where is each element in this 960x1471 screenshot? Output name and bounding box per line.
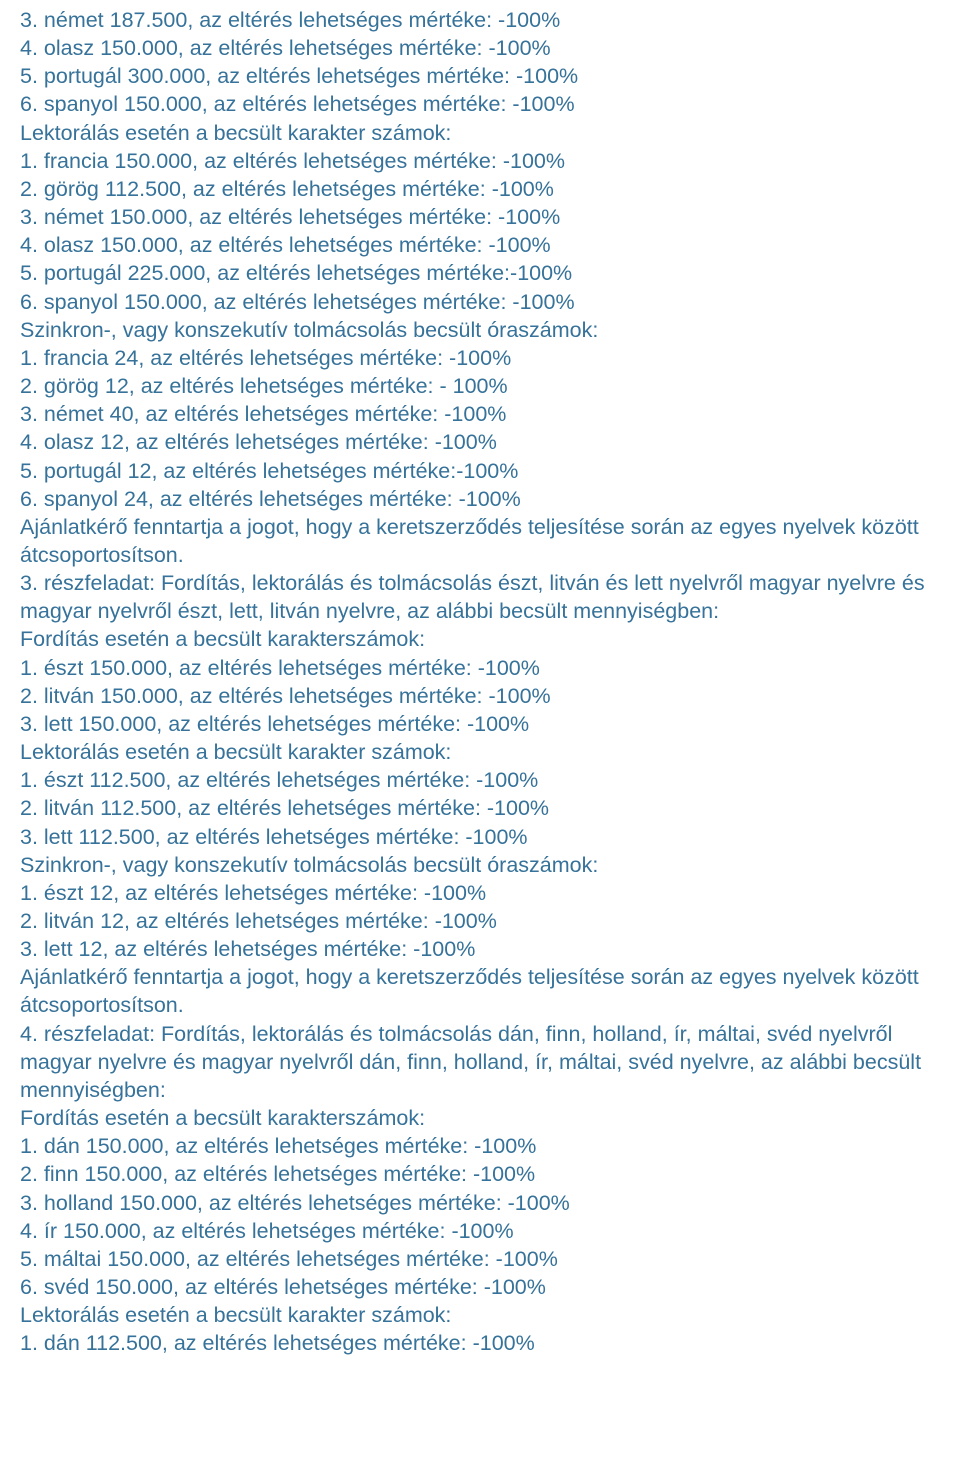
document-body: 3. német 187.500, az eltérés lehetséges … bbox=[20, 6, 940, 1358]
text-line: 4. olasz 150.000, az eltérés lehetséges … bbox=[20, 231, 940, 259]
text-line: 3. lett 12, az eltérés lehetséges mérték… bbox=[20, 935, 940, 963]
text-line: Lektorálás esetén a becsült karakter szá… bbox=[20, 1301, 940, 1329]
text-line: Lektorálás esetén a becsült karakter szá… bbox=[20, 738, 940, 766]
text-line: 2. litván 12, az eltérés lehetséges mért… bbox=[20, 907, 940, 935]
text-line: 2. litván 150.000, az eltérés lehetséges… bbox=[20, 682, 940, 710]
text-line: Fordítás esetén a becsült karakterszámok… bbox=[20, 625, 940, 653]
text-line: 5. máltai 150.000, az eltérés lehetséges… bbox=[20, 1245, 940, 1273]
text-line: 5. portugál 300.000, az eltérés lehetség… bbox=[20, 62, 940, 90]
text-line: 3. német 150.000, az eltérés lehetséges … bbox=[20, 203, 940, 231]
text-line: 1. észt 112.500, az eltérés lehetséges m… bbox=[20, 766, 940, 794]
text-line: 1. észt 150.000, az eltérés lehetséges m… bbox=[20, 654, 940, 682]
text-line: 4. ír 150.000, az eltérés lehetséges mér… bbox=[20, 1217, 940, 1245]
text-line: Szinkron-, vagy konszekutív tolmácsolás … bbox=[20, 316, 940, 344]
text-line: 6. spanyol 150.000, az eltérés lehetsége… bbox=[20, 90, 940, 118]
text-line: 6. spanyol 150.000, az eltérés lehetsége… bbox=[20, 288, 940, 316]
text-line: 2. finn 150.000, az eltérés lehetséges m… bbox=[20, 1160, 940, 1188]
text-line: 1. dán 112.500, az eltérés lehetséges mé… bbox=[20, 1329, 940, 1357]
text-line: 1. észt 12, az eltérés lehetséges mérték… bbox=[20, 879, 940, 907]
text-line: 3. német 187.500, az eltérés lehetséges … bbox=[20, 6, 940, 34]
text-line: Lektorálás esetén a becsült karakter szá… bbox=[20, 119, 940, 147]
text-line: 4. olasz 12, az eltérés lehetséges mérté… bbox=[20, 428, 940, 456]
text-line: 1. francia 24, az eltérés lehetséges mér… bbox=[20, 344, 940, 372]
text-line: 2. litván 112.500, az eltérés lehetséges… bbox=[20, 794, 940, 822]
text-line: 1. francia 150.000, az eltérés lehetsége… bbox=[20, 147, 940, 175]
text-line: 6. svéd 150.000, az eltérés lehetséges m… bbox=[20, 1273, 940, 1301]
text-line: 4. részfeladat: Fordítás, lektorálás és … bbox=[20, 1020, 940, 1104]
text-line: 2. görög 112.500, az eltérés lehetséges … bbox=[20, 175, 940, 203]
text-line: 1. dán 150.000, az eltérés lehetséges mé… bbox=[20, 1132, 940, 1160]
text-line: 6. spanyol 24, az eltérés lehetséges mér… bbox=[20, 485, 940, 513]
text-line: Ajánlatkérő fenntartja a jogot, hogy a k… bbox=[20, 963, 940, 1019]
text-line: Fordítás esetén a becsült karakterszámok… bbox=[20, 1104, 940, 1132]
text-line: Ajánlatkérő fenntartja a jogot, hogy a k… bbox=[20, 513, 940, 569]
text-line: 4. olasz 150.000, az eltérés lehetséges … bbox=[20, 34, 940, 62]
text-line: 5. portugál 12, az eltérés lehetséges mé… bbox=[20, 457, 940, 485]
text-line: 3. holland 150.000, az eltérés lehetsége… bbox=[20, 1189, 940, 1217]
text-line: 3. lett 150.000, az eltérés lehetséges m… bbox=[20, 710, 940, 738]
text-line: 2. görög 12, az eltérés lehetséges mérté… bbox=[20, 372, 940, 400]
text-line: 3. részfeladat: Fordítás, lektorálás és … bbox=[20, 569, 940, 625]
text-line: 3. német 40, az eltérés lehetséges mérté… bbox=[20, 400, 940, 428]
text-line: 3. lett 112.500, az eltérés lehetséges m… bbox=[20, 823, 940, 851]
text-line: 5. portugál 225.000, az eltérés lehetség… bbox=[20, 259, 940, 287]
text-line: Szinkron-, vagy konszekutív tolmácsolás … bbox=[20, 851, 940, 879]
